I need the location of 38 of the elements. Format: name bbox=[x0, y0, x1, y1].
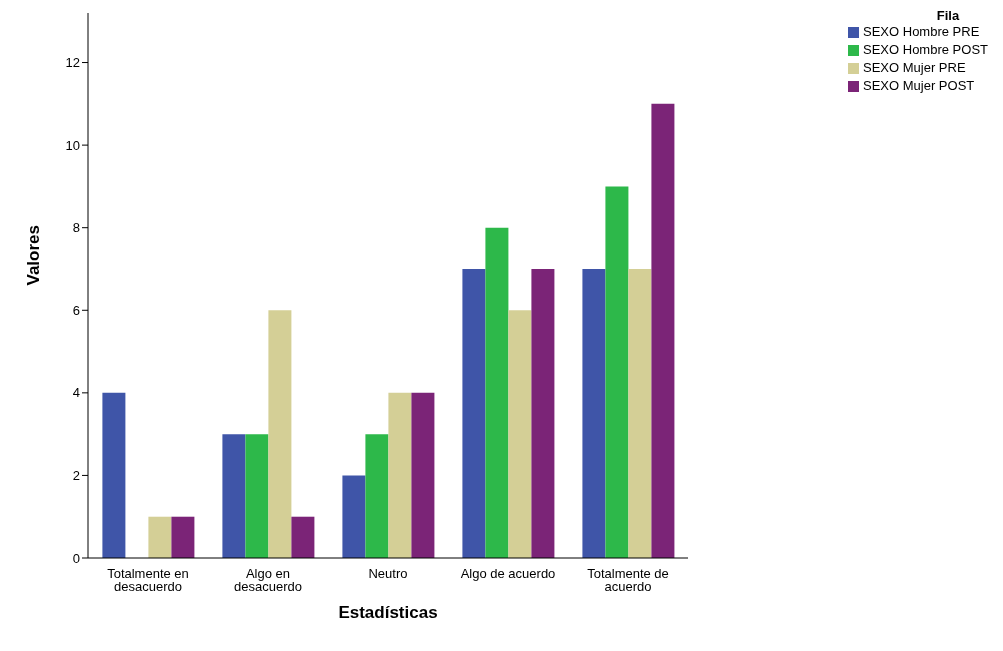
bar bbox=[508, 310, 532, 558]
y-tick-label: 8 bbox=[72, 220, 80, 236]
x-tick-label: Algo en desacuerdo bbox=[234, 566, 302, 594]
x-tick-label: Algo de acuerdo bbox=[460, 566, 556, 581]
bar bbox=[291, 516, 315, 558]
bar bbox=[148, 516, 172, 558]
bar bbox=[365, 434, 389, 558]
bar bbox=[411, 392, 435, 558]
bar bbox=[582, 268, 606, 558]
y-tick-label: 0 bbox=[72, 550, 80, 566]
y-axis-title: Valores bbox=[24, 225, 44, 286]
y-tick-label: 2 bbox=[72, 468, 80, 484]
bar bbox=[462, 268, 486, 558]
legend-label: SEXO Hombre POST bbox=[863, 41, 988, 59]
legend-label: SEXO Mujer PRE bbox=[863, 59, 966, 77]
bar bbox=[171, 516, 195, 558]
x-axis-title: Estadísticas bbox=[338, 603, 438, 622]
bar bbox=[342, 475, 366, 558]
bar bbox=[628, 268, 652, 558]
y-tick-label: 12 bbox=[65, 55, 80, 71]
legend-label: SEXO Hombre PRE bbox=[863, 23, 980, 41]
y-tick-label: 10 bbox=[65, 137, 80, 153]
bar bbox=[222, 434, 246, 558]
bar bbox=[102, 392, 126, 558]
bar bbox=[651, 103, 675, 558]
x-tick-label: Totalmente de acuerdo bbox=[587, 566, 669, 594]
legend-title: Fila bbox=[935, 8, 961, 23]
legend-label: SEXO Mujer POST bbox=[863, 77, 975, 95]
bar bbox=[605, 186, 629, 558]
x-tick-label: Totalmente en desacuerdo bbox=[107, 566, 189, 594]
bar bbox=[531, 268, 555, 558]
x-tick-label: Neutro bbox=[368, 566, 408, 581]
bar bbox=[388, 392, 412, 558]
y-tick-label: 6 bbox=[72, 302, 80, 318]
y-tick-label: 4 bbox=[72, 385, 80, 401]
bar bbox=[485, 227, 509, 558]
bar bbox=[245, 434, 269, 558]
bar bbox=[268, 310, 292, 558]
